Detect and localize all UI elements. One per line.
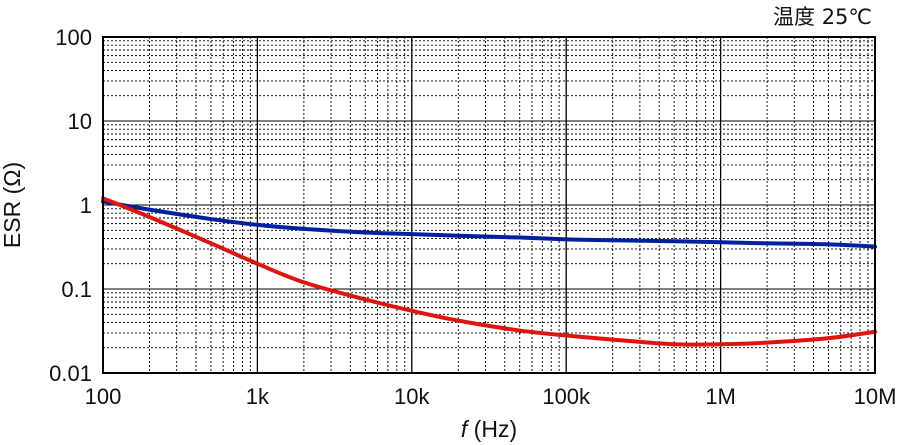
y-tick-label: 10 xyxy=(68,109,92,134)
series-line-2 xyxy=(101,196,877,347)
x-axis-label-unit: (Hz) xyxy=(467,416,517,442)
x-tick-label: 100 xyxy=(85,384,122,409)
x-tick-label: 10M xyxy=(854,384,897,409)
y-tick-label: 100 xyxy=(55,25,92,50)
plot-frame xyxy=(102,36,876,374)
y-axis-label: ESR (Ω) xyxy=(0,162,25,248)
series-line-1 xyxy=(101,199,877,249)
grid xyxy=(103,37,875,373)
x-axis-label-symbol: f xyxy=(461,416,470,442)
y-tick-label: 0.01 xyxy=(49,361,92,386)
x-axis-label: f (Hz) xyxy=(461,416,517,442)
y-tick-label: 1 xyxy=(80,193,92,218)
y-tick-label: 0.1 xyxy=(61,277,92,302)
x-tick-label: 100k xyxy=(542,384,591,409)
x-tick-labels: 100 1k 10k 100k 1M 10M xyxy=(85,384,897,409)
series-layer xyxy=(101,196,877,347)
temperature-annotation: 温度 25℃ xyxy=(773,5,872,29)
x-tick-label: 1k xyxy=(246,384,270,409)
y-tick-labels: 0.01 0.1 1 10 100 xyxy=(49,25,92,386)
x-tick-label: 10k xyxy=(394,384,430,409)
x-tick-label: 1M xyxy=(705,384,736,409)
